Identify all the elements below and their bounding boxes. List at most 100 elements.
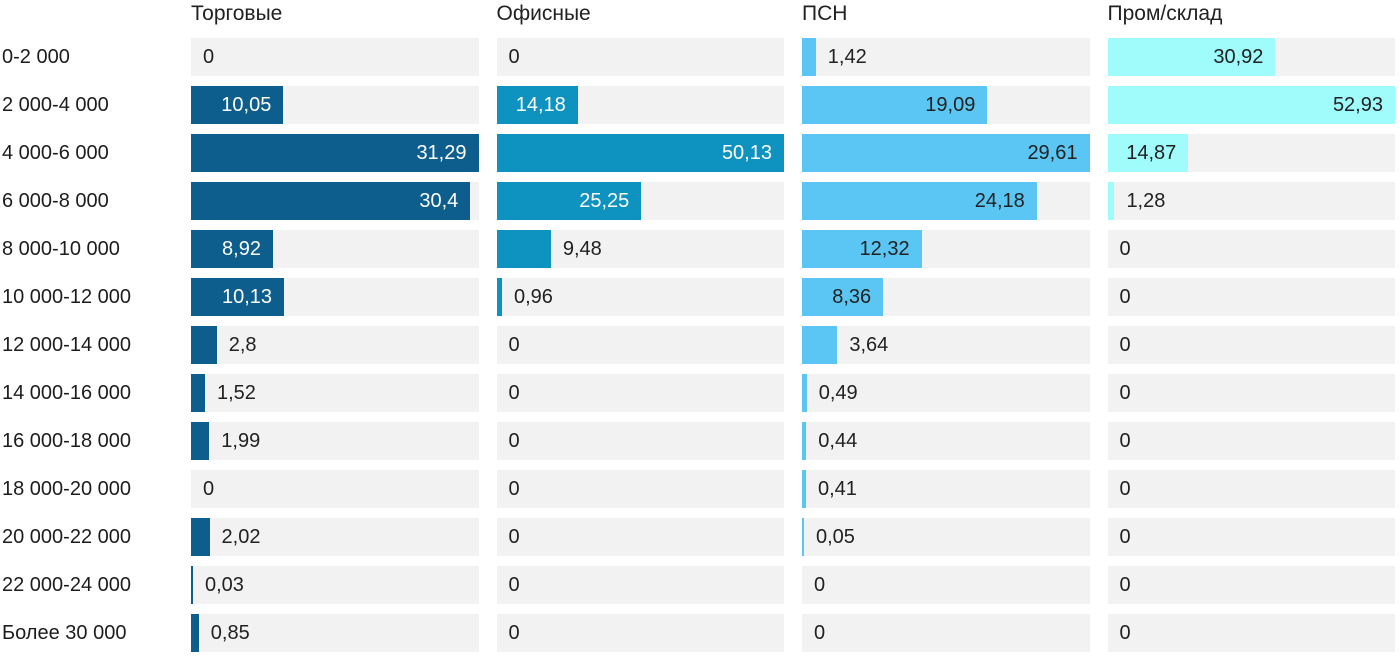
bar-track: 0,03 bbox=[191, 566, 479, 604]
bar-value-label: 0 bbox=[508, 622, 520, 644]
bar bbox=[802, 38, 816, 76]
chart-row: 4 000-6 000 31,29 50,13 29,61 14,87 bbox=[0, 134, 1395, 172]
bar bbox=[802, 422, 807, 460]
bar-value-label: 14,18 bbox=[515, 94, 566, 116]
bar bbox=[191, 326, 217, 364]
bar bbox=[191, 86, 284, 124]
bar-track: 1,28 bbox=[1107, 182, 1395, 220]
bar-value-label: 0 bbox=[1119, 382, 1131, 404]
header-spacer bbox=[0, 0, 173, 38]
bar-value-label: 0 bbox=[508, 478, 520, 500]
bar-track: 0 bbox=[1107, 614, 1395, 652]
bar-track: 0 bbox=[1107, 230, 1395, 268]
bar-value-label: 50,13 bbox=[721, 142, 772, 164]
bar-track: 0 bbox=[496, 614, 784, 652]
bar-track: 0 bbox=[191, 38, 479, 76]
bar-value-label: 0 bbox=[1119, 526, 1131, 548]
bar-track: 0 bbox=[1107, 326, 1395, 364]
bar-track: 19,09 bbox=[802, 86, 1090, 124]
bar-value-label: 0,41 bbox=[817, 478, 857, 500]
bar-value-label: 0 bbox=[203, 478, 215, 500]
column-headers: Торговые Офисные ПСН Пром/склад bbox=[0, 0, 1395, 38]
column-header-torgovye: Торговые bbox=[191, 2, 283, 25]
bar-track: 0 bbox=[1107, 566, 1395, 604]
bar bbox=[191, 566, 193, 604]
bar-value-label: 0 bbox=[508, 382, 520, 404]
row-label: 4 000-6 000 bbox=[2, 142, 109, 164]
bar-value-label: 0 bbox=[814, 574, 826, 596]
chart-row: 14 000-16 000 1,52 0 0,49 0 bbox=[0, 374, 1395, 412]
bar-track: 0,44 bbox=[802, 422, 1090, 460]
bar-track: 0 bbox=[496, 518, 784, 556]
bar-track: 0 bbox=[496, 326, 784, 364]
bar-value-label: 1,99 bbox=[221, 430, 261, 452]
bar bbox=[1107, 86, 1395, 124]
chart-row: 10 000-12 000 10,13 0,96 8,36 0 bbox=[0, 278, 1395, 316]
bar-track: 0 bbox=[496, 38, 784, 76]
row-label: 22 000-24 000 bbox=[2, 574, 132, 596]
bar-value-label: 1,52 bbox=[216, 382, 256, 404]
bar-value-label: 1,28 bbox=[1126, 190, 1166, 212]
bar bbox=[191, 278, 285, 316]
bar-value-label: 30,92 bbox=[1213, 46, 1264, 68]
bar-value-label: 52,93 bbox=[1332, 94, 1383, 116]
bar-value-label: 0 bbox=[203, 46, 215, 68]
bar-track: 0,49 bbox=[802, 374, 1090, 412]
bar bbox=[802, 182, 1037, 220]
bar-value-label: 8,92 bbox=[222, 238, 261, 260]
bar bbox=[802, 470, 806, 508]
bar-track: 24,18 bbox=[802, 182, 1090, 220]
column-header-ofisnye: Офисные bbox=[496, 2, 591, 25]
bar-value-label: 24,18 bbox=[974, 190, 1025, 212]
bar-value-label: 0 bbox=[508, 46, 520, 68]
bar-value-label: 0 bbox=[1119, 478, 1131, 500]
chart-row: 12 000-14 000 2,8 0 3,64 0 bbox=[0, 326, 1395, 364]
bar-value-label: 10,13 bbox=[222, 286, 273, 308]
bar-track: 0 bbox=[1107, 518, 1395, 556]
bar-track: 14,87 bbox=[1107, 134, 1395, 172]
bar bbox=[191, 182, 471, 220]
bar-value-label: 29,61 bbox=[1027, 142, 1078, 164]
bar-track: 31,29 bbox=[191, 134, 479, 172]
row-label: Более 30 000 bbox=[2, 622, 127, 644]
bar-track: 0,41 bbox=[802, 470, 1090, 508]
row-label: 18 000-20 000 bbox=[2, 478, 132, 500]
bar-track: 0 bbox=[802, 614, 1090, 652]
bar-value-label: 0 bbox=[1119, 334, 1131, 356]
bar-value-label: 0,03 bbox=[205, 574, 244, 596]
bar-value-label: 0,96 bbox=[514, 286, 553, 308]
bar-value-label: 3,64 bbox=[849, 334, 889, 356]
bar-track: 0 bbox=[496, 374, 784, 412]
row-label: 12 000-14 000 bbox=[2, 334, 132, 356]
chart-rows: 0-2 000 0 0 1,42 30,92 2 000-4 000 10,05 14,18 1… bbox=[0, 38, 1395, 652]
bar-track: 8,36 bbox=[802, 278, 1090, 316]
chart-row: 18 000-20 000 0 0 0,41 0 bbox=[0, 470, 1395, 508]
bar-value-label: 0 bbox=[1119, 238, 1131, 260]
bar-value-label: 8,36 bbox=[832, 286, 872, 308]
bar-track: 0 bbox=[1107, 422, 1395, 460]
bar bbox=[191, 518, 210, 556]
bar-track: 50,13 bbox=[496, 134, 784, 172]
column-header-psn: ПСН bbox=[802, 2, 848, 25]
bar-track: 10,05 bbox=[191, 86, 479, 124]
chart-row: 22 000-24 000 0,03 0 0 0 bbox=[0, 566, 1395, 604]
bar-track: 8,92 bbox=[191, 230, 479, 268]
row-label: 16 000-18 000 bbox=[2, 430, 132, 452]
bar bbox=[496, 278, 502, 316]
bar-track: 0 bbox=[496, 422, 784, 460]
bar-value-label: 19,09 bbox=[925, 94, 976, 116]
bar-track: 0,85 bbox=[191, 614, 479, 652]
row-label: 0-2 000 bbox=[2, 46, 70, 68]
bar-value-label: 0 bbox=[1119, 286, 1131, 308]
bar-value-label: 12,32 bbox=[859, 238, 910, 260]
row-label: 20 000-22 000 bbox=[2, 526, 132, 548]
bar bbox=[191, 134, 479, 172]
bar bbox=[1107, 134, 1189, 172]
row-label: 6 000-8 000 bbox=[2, 190, 109, 212]
bar-track: 0,05 bbox=[802, 518, 1090, 556]
bar bbox=[496, 134, 784, 172]
bar bbox=[191, 374, 205, 412]
bar-track: 0 bbox=[191, 470, 479, 508]
bar-track: 1,99 bbox=[191, 422, 479, 460]
